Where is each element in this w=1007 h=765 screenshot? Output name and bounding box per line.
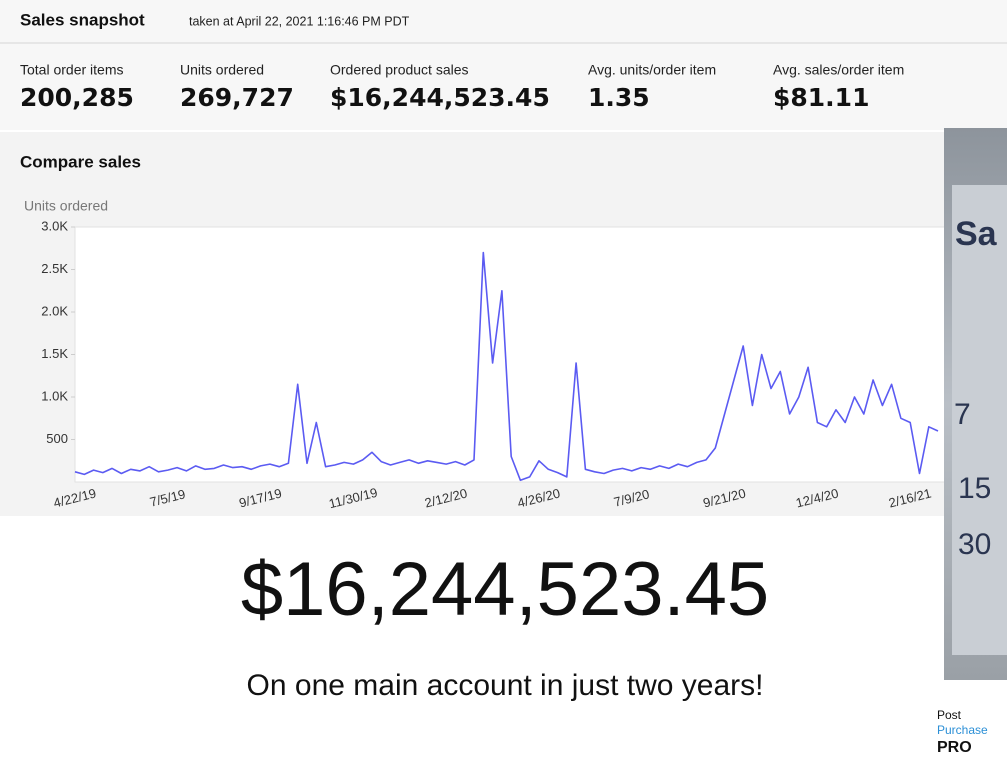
overlay-text: 7 — [954, 398, 971, 431]
y-tick-label: 2.0K — [41, 303, 68, 318]
y-tick-label: 1.0K — [41, 388, 68, 403]
header-title: Sales snapshot — [20, 10, 145, 29]
metric-label: Avg. sales/order item — [773, 62, 904, 78]
tagline: On one main account in just two years! — [247, 669, 764, 702]
logo-text: PRO — [937, 739, 972, 756]
metric-label: Units ordered — [180, 62, 264, 78]
logo-text: Purchase — [937, 723, 988, 737]
metric-value: 269,727 — [180, 83, 294, 112]
metric-value: $81.11 — [773, 83, 869, 112]
y-tick-label: 3.0K — [41, 218, 68, 233]
metric-value: 200,285 — [20, 83, 134, 112]
metric-value: $16,244,523.45 — [330, 83, 550, 112]
header-subtitle: taken at April 22, 2021 1:16:46 PM PDT — [189, 14, 410, 28]
y-tick-label: 500 — [46, 431, 68, 446]
metric-label: Avg. units/order item — [588, 62, 716, 78]
metric-value: 1.35 — [588, 83, 650, 112]
y-tick-label: 1.5K — [41, 346, 68, 361]
chart-title: Compare sales — [20, 152, 141, 171]
headline: $16,244,523.45 — [241, 547, 769, 632]
metric-label: Total order items — [20, 62, 123, 78]
metric-label: Ordered product sales — [330, 62, 469, 78]
overlay-text: Sa — [955, 215, 998, 253]
plot-area — [75, 227, 1007, 482]
overlay-text: 30 — [958, 528, 991, 561]
logo-text: Post — [937, 708, 962, 722]
overlay-text: 15 — [958, 472, 991, 505]
page: Sales snapshot taken at April 22, 2021 1… — [0, 0, 1007, 765]
y-axis-label: Units ordered — [24, 198, 108, 214]
y-tick-label: 2.5K — [41, 261, 68, 276]
